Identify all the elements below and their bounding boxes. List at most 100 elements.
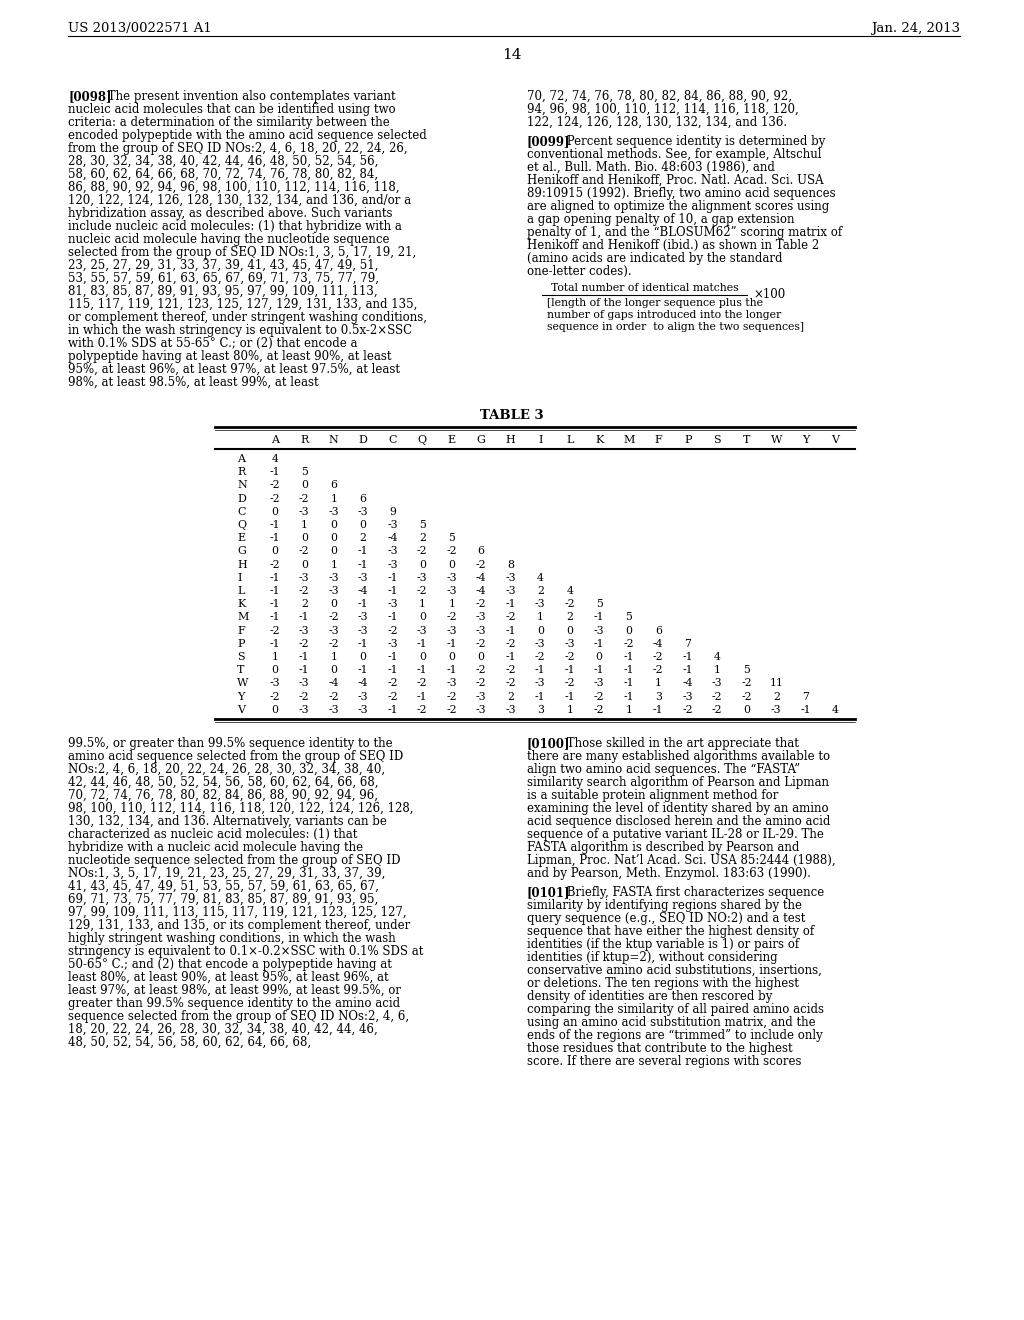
Text: conventional methods. See, for example, Altschul: conventional methods. See, for example, … <box>527 148 821 161</box>
Text: -1: -1 <box>299 612 309 623</box>
Text: 0: 0 <box>359 520 367 531</box>
Text: 0: 0 <box>449 652 456 663</box>
Text: -4: -4 <box>329 678 339 689</box>
Text: -2: -2 <box>653 665 664 676</box>
Text: -1: -1 <box>299 652 309 663</box>
Text: -3: -3 <box>329 586 339 597</box>
Text: 48, 50, 52, 54, 56, 58, 60, 62, 64, 66, 68,: 48, 50, 52, 54, 56, 58, 60, 62, 64, 66, … <box>68 1036 311 1049</box>
Text: -3: -3 <box>594 626 604 636</box>
Text: 0: 0 <box>271 507 279 517</box>
Text: -1: -1 <box>387 665 398 676</box>
Text: 5: 5 <box>596 599 603 610</box>
Text: 0: 0 <box>566 626 573 636</box>
Text: Henikoff and Henikoff, Proc. Natl. Acad. Sci. USA: Henikoff and Henikoff, Proc. Natl. Acad.… <box>527 174 823 187</box>
Text: The present invention also contemplates variant: The present invention also contemplates … <box>104 90 395 103</box>
Text: R: R <box>300 436 308 445</box>
Text: -3: -3 <box>299 678 309 689</box>
Text: and by Pearson, Meth. Enzymol. 183:63 (1990).: and by Pearson, Meth. Enzymol. 183:63 (1… <box>527 867 811 880</box>
Text: Y: Y <box>237 692 245 702</box>
Text: -3: -3 <box>506 586 516 597</box>
Text: -1: -1 <box>269 533 280 544</box>
Text: 70, 72, 74, 76, 78, 80, 82, 84, 86, 88, 90, 92,: 70, 72, 74, 76, 78, 80, 82, 84, 86, 88, … <box>527 90 792 103</box>
Text: -4: -4 <box>358 678 369 689</box>
Text: -2: -2 <box>476 678 486 689</box>
Text: 5: 5 <box>743 665 751 676</box>
Text: 98%, at least 98.5%, at least 99%, at least: 98%, at least 98.5%, at least 99%, at le… <box>68 376 318 389</box>
Text: -1: -1 <box>624 678 634 689</box>
Text: NOs:2, 4, 6, 18, 20, 22, 24, 26, 28, 30, 32, 34, 38, 40,: NOs:2, 4, 6, 18, 20, 22, 24, 26, 28, 30,… <box>68 763 385 776</box>
Text: E: E <box>237 533 245 544</box>
Text: -3: -3 <box>446 586 457 597</box>
Text: -2: -2 <box>506 612 516 623</box>
Text: M: M <box>237 612 249 623</box>
Text: sequence selected from the group of SEQ ID NOs:2, 4, 6,: sequence selected from the group of SEQ … <box>68 1010 410 1023</box>
Text: -3: -3 <box>329 705 339 715</box>
Text: -2: -2 <box>387 678 398 689</box>
Text: -3: -3 <box>358 705 369 715</box>
Text: G: G <box>237 546 246 557</box>
Text: polypeptide having at least 80%, at least 90%, at least: polypeptide having at least 80%, at leas… <box>68 350 391 363</box>
Text: similarity by identifying regions shared by the: similarity by identifying regions shared… <box>527 899 802 912</box>
Text: -1: -1 <box>535 692 546 702</box>
Text: 0: 0 <box>271 546 279 557</box>
Text: number of gaps introduced into the longer: number of gaps introduced into the longe… <box>547 310 781 319</box>
Text: 1: 1 <box>301 520 308 531</box>
Text: -2: -2 <box>712 705 723 715</box>
Text: there are many established algorithms available to: there are many established algorithms av… <box>527 750 830 763</box>
Text: F: F <box>654 436 663 445</box>
Text: TABLE 3: TABLE 3 <box>480 409 544 422</box>
Text: -3: -3 <box>476 612 486 623</box>
Text: sequence of a putative variant IL-28 or IL-29. The: sequence of a putative variant IL-28 or … <box>527 828 824 841</box>
Text: V: V <box>237 705 245 715</box>
Text: 2: 2 <box>419 533 426 544</box>
Text: -3: -3 <box>446 678 457 689</box>
Text: -2: -2 <box>476 560 486 570</box>
Text: 130, 132, 134, and 136. Alternatively, variants can be: 130, 132, 134, and 136. Alternatively, v… <box>68 814 387 828</box>
Text: 0: 0 <box>537 626 544 636</box>
Text: -1: -1 <box>387 652 398 663</box>
Text: -1: -1 <box>624 692 634 702</box>
Text: from the group of SEQ ID NOs:2, 4, 6, 18, 20, 22, 24, 26,: from the group of SEQ ID NOs:2, 4, 6, 18… <box>68 143 408 154</box>
Text: -1: -1 <box>358 546 369 557</box>
Text: I: I <box>538 436 543 445</box>
Text: -2: -2 <box>741 692 752 702</box>
Text: -3: -3 <box>387 546 398 557</box>
Text: -4: -4 <box>387 533 398 544</box>
Text: include nucleic acid molecules: (1) that hybridize with a: include nucleic acid molecules: (1) that… <box>68 220 401 234</box>
Text: -3: -3 <box>329 573 339 583</box>
Text: 1: 1 <box>654 678 662 689</box>
Text: 0: 0 <box>331 533 337 544</box>
Text: -1: -1 <box>594 612 604 623</box>
Text: -2: -2 <box>476 599 486 610</box>
Text: 0: 0 <box>419 652 426 663</box>
Text: 69, 71, 73, 75, 77, 79, 81, 83, 85, 87, 89, 91, 93, 95,: 69, 71, 73, 75, 77, 79, 81, 83, 85, 87, … <box>68 892 378 906</box>
Text: 53, 55, 57, 59, 61, 63, 65, 67, 69, 71, 73, 75, 77, 79,: 53, 55, 57, 59, 61, 63, 65, 67, 69, 71, … <box>68 272 379 285</box>
Text: 2: 2 <box>301 599 308 610</box>
Text: -2: -2 <box>329 612 339 623</box>
Text: -1: -1 <box>682 652 693 663</box>
Text: 28, 30, 32, 34, 38, 40, 42, 44, 46, 48, 50, 52, 54, 56,: 28, 30, 32, 34, 38, 40, 42, 44, 46, 48, … <box>68 154 379 168</box>
Text: identities (if the ktup variable is 1) or pairs of: identities (if the ktup variable is 1) o… <box>527 937 799 950</box>
Text: hybridize with a nucleic acid molecule having the: hybridize with a nucleic acid molecule h… <box>68 841 364 854</box>
Text: 7: 7 <box>803 692 809 702</box>
Text: a gap opening penalty of 10, a gap extension: a gap opening penalty of 10, a gap exten… <box>527 213 795 226</box>
Text: -1: -1 <box>387 705 398 715</box>
Text: -3: -3 <box>358 612 369 623</box>
Text: 7: 7 <box>684 639 691 649</box>
Text: E: E <box>447 436 456 445</box>
Text: -1: -1 <box>269 586 280 597</box>
Text: 9: 9 <box>389 507 396 517</box>
Text: K: K <box>237 599 246 610</box>
Text: S: S <box>237 652 245 663</box>
Text: hybridization assay, as described above. Such variants: hybridization assay, as described above.… <box>68 207 392 220</box>
Text: et al., Bull. Math. Bio. 48:603 (1986), and: et al., Bull. Math. Bio. 48:603 (1986), … <box>527 161 775 174</box>
Text: -1: -1 <box>682 665 693 676</box>
Text: L: L <box>237 586 245 597</box>
Text: -3: -3 <box>506 705 516 715</box>
Text: T: T <box>237 665 245 676</box>
Text: -3: -3 <box>771 705 781 715</box>
Text: highly stringent washing conditions, in which the wash: highly stringent washing conditions, in … <box>68 932 395 945</box>
Text: Henikoff and Henikoff (ibid.) as shown in Table 2: Henikoff and Henikoff (ibid.) as shown i… <box>527 239 819 252</box>
Text: H: H <box>237 560 247 570</box>
Text: or deletions. The ten regions with the highest: or deletions. The ten regions with the h… <box>527 977 799 990</box>
